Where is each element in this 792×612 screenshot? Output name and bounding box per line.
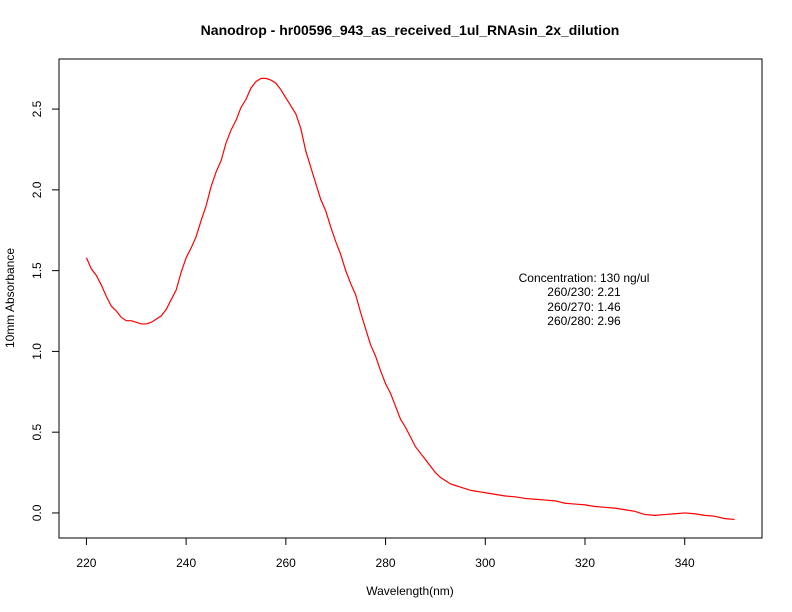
y-tick-label: 1.5 xyxy=(30,262,44,279)
y-tick-label: 2.5 xyxy=(30,100,44,117)
y-tick-label: 2.0 xyxy=(30,181,44,198)
x-tick-label: 280 xyxy=(376,556,396,570)
chart-title: Nanodrop - hr00596_943_as_received_1ul_R… xyxy=(201,22,620,38)
x-tick-label: 220 xyxy=(76,556,96,570)
x-tick-label: 340 xyxy=(675,556,695,570)
x-tick-label: 260 xyxy=(276,556,296,570)
x-axis: 220 240 260 280 300 320 340 xyxy=(76,538,695,570)
y-axis-label: 10mm Absorbance xyxy=(3,248,17,348)
concentration-annotation: Concentration: 130 ng/ul xyxy=(519,271,650,285)
plot-frame xyxy=(58,58,763,539)
absorbance-series-line xyxy=(85,77,735,521)
x-tick-label: 240 xyxy=(176,556,196,570)
ratio-260-280-annotation: 260/280: 2.96 xyxy=(547,314,621,328)
x-tick-label: 300 xyxy=(475,556,495,570)
y-axis: 0.0 0.5 1.0 1.5 2.0 2.5 xyxy=(30,100,59,521)
y-tick-label: 1.0 xyxy=(30,343,44,360)
ratio-260-230-annotation: 260/230: 2.21 xyxy=(547,285,621,299)
x-axis-label: Wavelength(nm) xyxy=(366,584,454,598)
x-tick-label: 320 xyxy=(575,556,595,570)
ratio-260-270-annotation: 260/270: 1.46 xyxy=(547,300,621,314)
y-tick-label: 0.5 xyxy=(30,424,44,441)
y-tick-label: 0.0 xyxy=(30,504,44,521)
annotation-block: Concentration: 130 ng/ul 260/230: 2.21 2… xyxy=(519,271,650,328)
